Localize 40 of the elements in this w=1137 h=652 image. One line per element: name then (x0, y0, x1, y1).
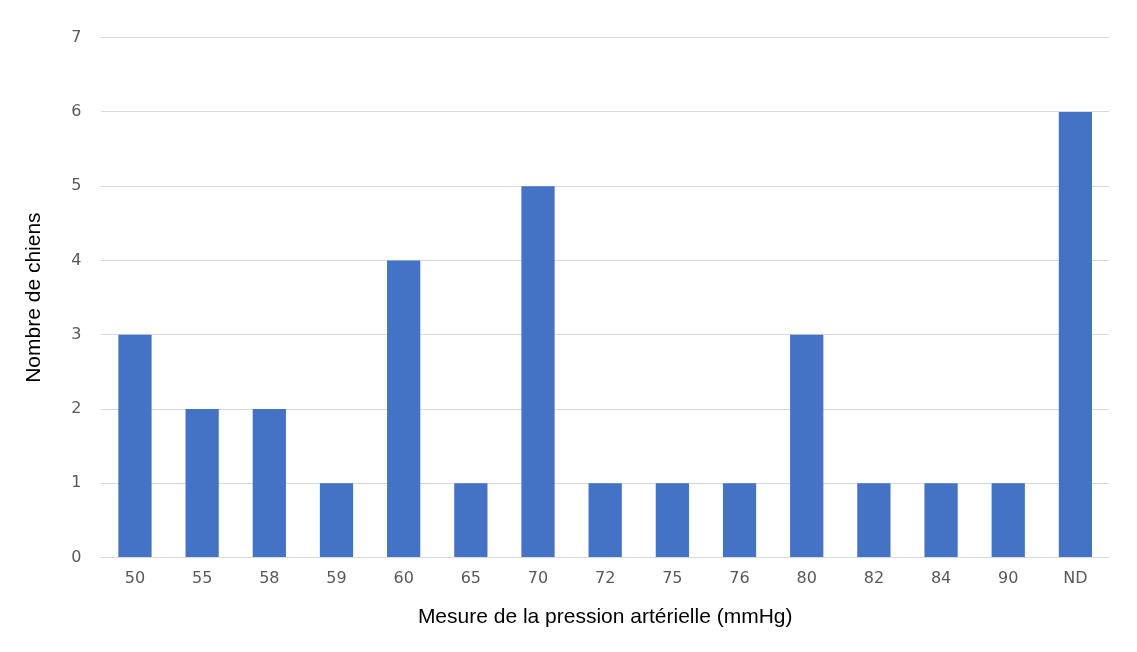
y-tick-label: 3 (71, 323, 82, 343)
y-tick-label: 5 (71, 175, 82, 195)
bar (521, 186, 555, 558)
x-tick-label: 55 (191, 568, 213, 588)
bar (924, 483, 958, 558)
bar (319, 483, 354, 558)
x-tick-label: 58 (259, 568, 280, 588)
y-axis-title: Nombre de chiens (21, 212, 45, 383)
y-tick-label: 0 (71, 546, 82, 566)
y-tick-label: 2 (71, 398, 82, 418)
bar (991, 483, 1025, 558)
x-tick-label: ND (1063, 568, 1088, 588)
bar (857, 483, 891, 558)
y-tick-label: 7 (71, 26, 82, 46)
bar (722, 483, 757, 558)
x-tick-label: 70 (527, 568, 549, 588)
x-tick-label: 76 (729, 568, 750, 588)
x-tick-label: 65 (460, 568, 482, 588)
bar (387, 260, 421, 558)
x-tick-label: 72 (595, 568, 616, 588)
y-tick-label: 1 (71, 472, 82, 492)
x-tick-label: 59 (326, 568, 347, 588)
bar (454, 483, 488, 558)
x-tick-label: 84 (930, 568, 952, 588)
y-tick-label: 4 (71, 249, 82, 269)
bar (1058, 111, 1093, 558)
x-tick-label: 90 (998, 568, 1019, 588)
x-tick-label: 50 (124, 568, 146, 588)
x-axis-title: Mesure de la pression artérielle (mmHg) (417, 604, 793, 628)
y-tick-label: 6 (71, 101, 82, 121)
x-tick-label: 75 (662, 568, 683, 588)
bar (118, 334, 152, 558)
x-tick-label: 80 (796, 568, 817, 588)
bar (790, 334, 824, 558)
x-tick-label: 60 (393, 568, 414, 588)
bar (588, 483, 622, 558)
bar (252, 409, 286, 558)
bar (185, 409, 219, 558)
bar (655, 483, 689, 558)
x-tick-label: 82 (863, 568, 885, 588)
